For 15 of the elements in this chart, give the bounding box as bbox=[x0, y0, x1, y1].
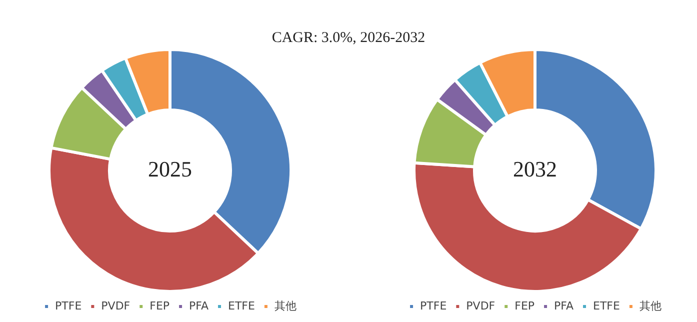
legend-label: 其他 bbox=[274, 299, 296, 312]
text: 2032 bbox=[513, 156, 557, 182]
legend-label: PFA bbox=[189, 299, 209, 312]
legend-label: PVDF bbox=[101, 299, 130, 312]
legend-label: ETFE bbox=[228, 299, 256, 312]
legend-label: FEP bbox=[514, 299, 535, 312]
legend-label: PVDF bbox=[466, 299, 496, 312]
legend-label: PTFE bbox=[55, 299, 82, 312]
text: CAGR: 3.0%, 2026-2032 bbox=[270, 30, 426, 47]
text: 2025 bbox=[148, 156, 192, 182]
legend-label: FEP bbox=[150, 299, 170, 312]
legend-label: 其他 bbox=[639, 299, 662, 312]
legend-label: PTFE bbox=[420, 299, 447, 312]
legend-label: ETFE bbox=[593, 299, 620, 312]
legend-label: PFA bbox=[554, 299, 574, 312]
